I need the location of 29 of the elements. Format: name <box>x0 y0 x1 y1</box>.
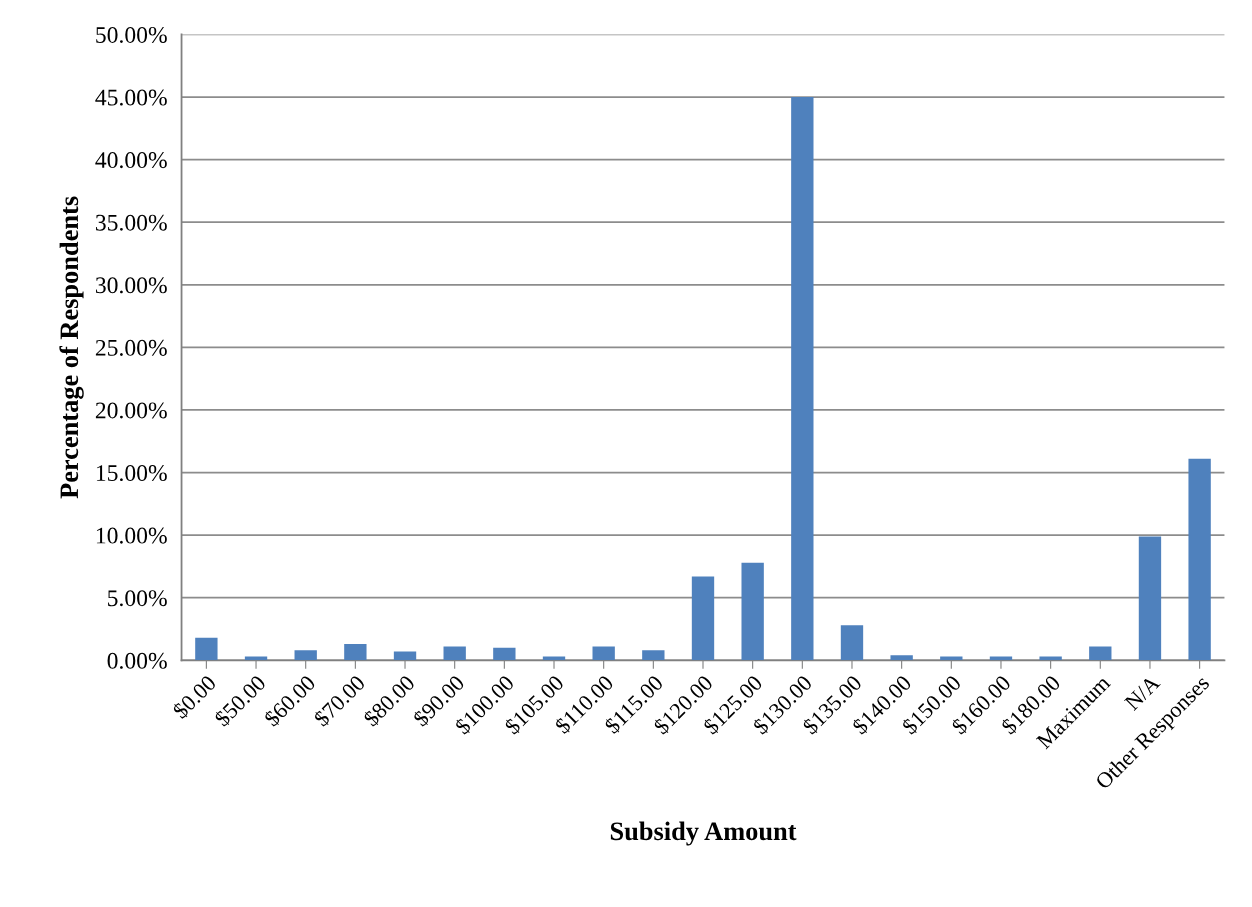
y-tick-label: 10.00% <box>96 527 167 544</box>
bar <box>294 650 317 661</box>
bar <box>592 646 615 661</box>
y-tick-label: 5.00% <box>108 590 167 607</box>
y-tick-label: 35.00% <box>95 214 167 231</box>
bar <box>1138 536 1162 661</box>
y-tick-label: 20.00% <box>95 402 167 419</box>
bar <box>890 655 913 661</box>
bar <box>840 625 864 661</box>
bar <box>195 637 218 661</box>
bar <box>493 647 516 661</box>
y-tick-label: 15.00% <box>96 465 167 482</box>
y-axis-title: Percentage of Respondents <box>59 196 84 499</box>
y-tick-label: 40.00% <box>95 152 167 169</box>
bar <box>642 650 665 661</box>
bar <box>443 646 466 661</box>
x-axis-title: Subsidy Amount <box>610 821 797 846</box>
y-tick-label: 0.00% <box>107 652 167 669</box>
y-tick-label: 45.00% <box>95 89 167 106</box>
bar <box>344 644 367 661</box>
y-tick-label: 25.00% <box>95 339 167 356</box>
bar <box>1089 646 1112 661</box>
bar <box>791 97 814 661</box>
y-tick-label: 50.00% <box>96 26 167 43</box>
y-tick-label: 30.00% <box>95 277 167 294</box>
bar <box>393 651 417 661</box>
bar <box>741 562 764 661</box>
bar <box>691 576 715 661</box>
bar <box>1188 458 1211 661</box>
